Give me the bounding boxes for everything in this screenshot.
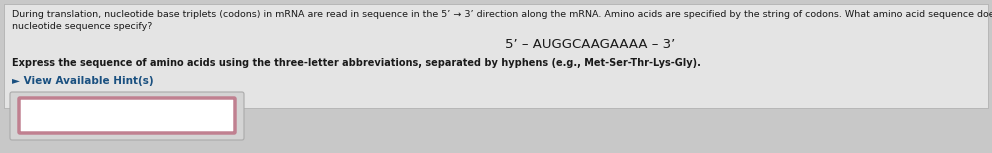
Text: nucleotide sequence specify?: nucleotide sequence specify?	[12, 22, 153, 31]
FancyBboxPatch shape	[19, 98, 235, 133]
Text: 5’ – AUGGCAAGAAAA – 3’: 5’ – AUGGCAAGAAAA – 3’	[505, 38, 676, 51]
Text: During translation, nucleotide base triplets (codons) in mRNA are read in sequen: During translation, nucleotide base trip…	[12, 10, 992, 19]
Text: ► View Available Hint(s): ► View Available Hint(s)	[12, 76, 154, 86]
FancyBboxPatch shape	[10, 92, 244, 140]
FancyBboxPatch shape	[4, 4, 988, 108]
Text: Express the sequence of amino acids using the three-letter abbreviations, separa: Express the sequence of amino acids usin…	[12, 58, 701, 68]
